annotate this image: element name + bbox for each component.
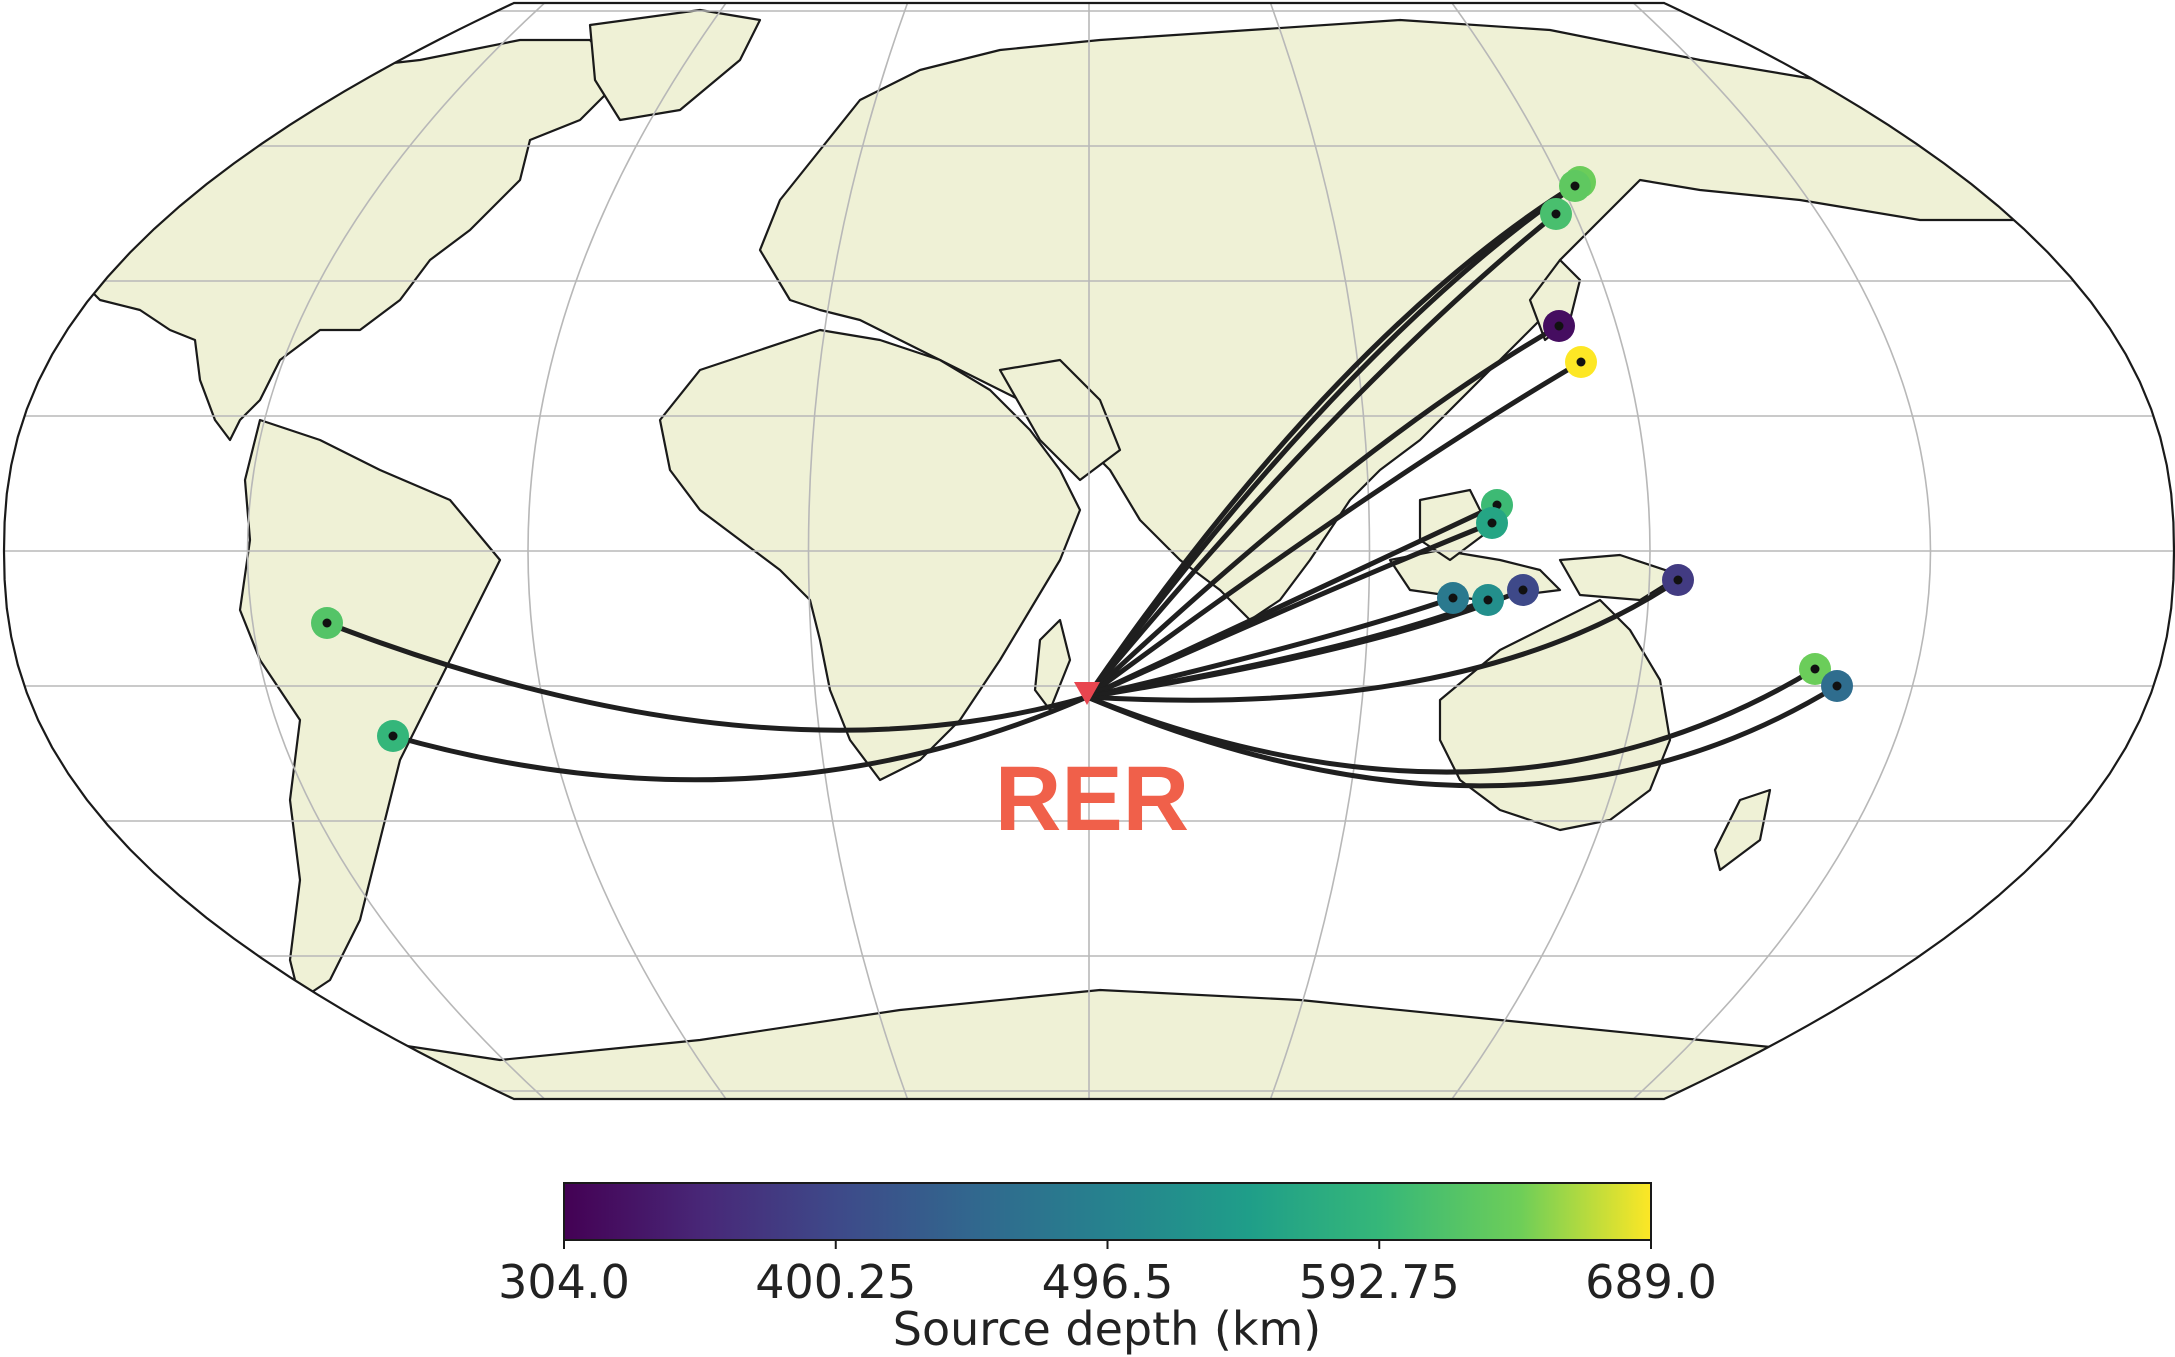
land-new-zealand: [1713, 788, 1772, 872]
colorbar-tick-label: 304.0: [498, 1255, 630, 1309]
event-center-dot: [388, 731, 398, 741]
colorbar-tick-label: 400.25: [755, 1255, 916, 1309]
event-center-dot: [1810, 664, 1820, 674]
meridian-line: [1451, 3, 1651, 1099]
colorbar-tick-label: 592.75: [1299, 1255, 1460, 1309]
colorbar-ticks: 304.0 400.25 496.5 592.75 689.0: [498, 1240, 1717, 1309]
station-triangle: [1074, 682, 1100, 705]
land-africa: [658, 328, 1082, 782]
meridian-line: [527, 3, 727, 1099]
ray-path: [1084, 683, 1840, 789]
ray-path: [1084, 359, 1584, 700]
land-antarctica: [4, 988, 2174, 1099]
map-frame: [2, 1, 2175, 1101]
ray-paths: [324, 179, 1840, 789]
station-label: RER: [995, 748, 1189, 850]
ray-path: [1084, 183, 1578, 700]
ray-path: [390, 694, 1090, 783]
event-center-dot: [1554, 321, 1564, 331]
event-center-dot: [1518, 585, 1528, 595]
meridian-line: [246, 3, 546, 1099]
ray-path: [1084, 323, 1562, 700]
event-center-dot: [1487, 518, 1497, 528]
event-center-dot: [1576, 357, 1586, 367]
earthquake-events: [311, 166, 1853, 752]
meridian-line: [807, 3, 909, 1099]
ray-path: [1084, 666, 1818, 775]
event-center-dot: [1448, 593, 1458, 603]
ray-path: [1084, 577, 1681, 703]
ray-path: [1084, 520, 1495, 700]
land-south-america: [238, 418, 502, 1002]
event-center-dot: [322, 618, 332, 628]
event-center-dot: [1551, 209, 1561, 219]
colorbar-tick-label: 496.5: [1042, 1255, 1174, 1309]
ray-path: [1084, 179, 1583, 700]
ray-path: [1084, 211, 1559, 700]
colorbar-title: Source depth (km): [893, 1302, 1321, 1356]
ray-path: [324, 620, 1090, 733]
ray-path: [1084, 595, 1456, 700]
land-madagascar: [1033, 618, 1072, 712]
station-marker: [1074, 682, 1100, 705]
event-center-dot: [1483, 595, 1493, 605]
colorbar-gradient: [563, 1182, 1652, 1241]
meridian-line: [1632, 3, 1932, 1099]
meridian-line: [1269, 3, 1371, 1099]
colorbar-tick-label: 689.0: [1585, 1255, 1717, 1309]
land-arabia: [998, 358, 1122, 482]
colorbar: 304.0 400.25 496.5 592.75 689.0 Source depth…: [498, 1182, 1717, 1356]
event-center-dot: [1673, 575, 1683, 585]
event-center-dot: [1832, 681, 1842, 691]
event-center-dot: [1570, 181, 1580, 191]
